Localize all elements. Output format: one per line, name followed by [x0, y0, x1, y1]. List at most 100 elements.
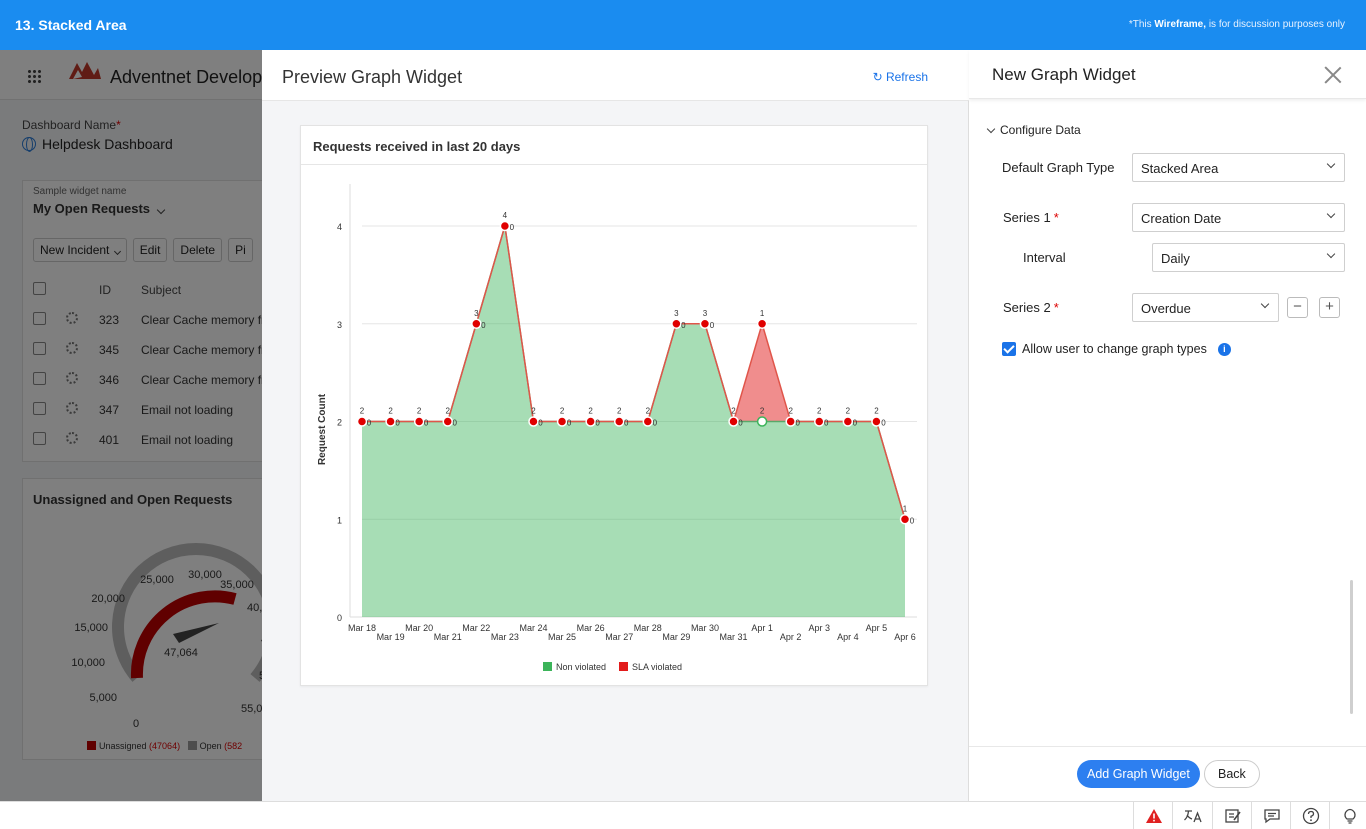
data-point-non-violated: [471, 318, 482, 329]
data-point-non-violated: [728, 416, 739, 427]
data-label: 1: [760, 309, 765, 318]
x-tick-label: Mar 31: [720, 632, 748, 642]
data-point-non-violated: [642, 416, 654, 427]
chat-icon[interactable]: [1251, 802, 1291, 829]
chevron-down-icon: [986, 124, 996, 133]
data-point-non-violated: [585, 416, 596, 427]
x-tick-label: Apr 3: [809, 623, 831, 633]
data-point-non-violated: [613, 416, 625, 427]
panel-header: New Graph Widget: [969, 50, 1366, 99]
x-tick-label: Mar 23: [491, 632, 519, 642]
data-point-non-violated: [556, 416, 568, 427]
x-tick-label: Mar 24: [519, 623, 547, 633]
add-graph-widget-button[interactable]: Add Graph Widget: [1077, 760, 1200, 788]
data-label: 0: [395, 419, 400, 428]
bulb-icon[interactable]: [1329, 802, 1366, 829]
data-point-non-violated: [528, 416, 539, 427]
legend-swatch: [543, 662, 552, 671]
back-button[interactable]: Back: [1204, 760, 1260, 788]
x-tick-label: Apr 2: [780, 632, 802, 642]
data-label: 0: [910, 516, 915, 525]
notes-icon[interactable]: [1212, 802, 1252, 829]
data-label: 4: [503, 211, 508, 220]
data-point-non-violated: [356, 416, 368, 427]
remove-series-button[interactable]: −: [1287, 297, 1308, 318]
data-label: 2: [874, 407, 879, 416]
x-tick-label: Mar 21: [434, 632, 462, 642]
x-tick-label: Apr 1: [751, 623, 773, 633]
chart-title: Requests received in last 20 days: [313, 139, 521, 154]
panel-title: New Graph Widget: [992, 65, 1136, 84]
interval-select[interactable]: Daily: [1152, 243, 1345, 272]
graph-type-label: Default Graph Type: [1002, 160, 1115, 175]
data-label: 0: [424, 419, 429, 428]
graph-type-select[interactable]: Stacked Area: [1132, 153, 1345, 182]
close-icon[interactable]: [1324, 66, 1342, 84]
data-label: 2: [760, 407, 765, 416]
chevron-down-icon: [1326, 249, 1336, 259]
legend-swatch: [619, 662, 628, 671]
allow-change-checkbox[interactable]: [1002, 342, 1016, 356]
data-point-non-violated: [756, 416, 768, 427]
configure-data-toggle[interactable]: Configure Data: [986, 123, 1081, 137]
top-bar: 13. Stacked Area *This Wireframe, is for…: [0, 0, 1366, 50]
y-tick-label: 2: [337, 418, 342, 428]
data-point-non-violated: [385, 416, 396, 427]
data-label: 0: [567, 419, 572, 428]
allow-change-graph-types[interactable]: Allow user to change graph types i: [1002, 342, 1231, 356]
data-label: 3: [474, 309, 479, 318]
data-label: 0: [453, 419, 458, 428]
x-tick-label: Mar 22: [462, 623, 490, 633]
x-tick-label: Mar 28: [634, 623, 662, 633]
data-label: 2: [360, 407, 365, 416]
data-label: 2: [617, 407, 622, 416]
panel-scrollbar[interactable]: [1350, 580, 1353, 714]
x-tick-label: Mar 25: [548, 632, 576, 642]
refresh-button[interactable]: ↻ Refresh: [872, 70, 928, 84]
x-tick-label: Apr 5: [866, 623, 888, 633]
data-label: 2: [788, 407, 793, 416]
data-label: 0: [710, 321, 715, 330]
help-icon[interactable]: [1290, 802, 1330, 829]
data-point-sla-violated: [756, 318, 768, 329]
data-label: 0: [881, 419, 886, 428]
data-label: 2: [646, 407, 651, 416]
data-label: 3: [674, 309, 679, 318]
preview-title: Preview Graph Widget: [282, 67, 463, 87]
data-point-non-violated: [442, 416, 453, 427]
refresh-icon: ↻: [872, 70, 883, 84]
data-label: 1: [903, 504, 908, 513]
x-tick-label: Apr 4: [837, 632, 859, 642]
preview-header: Preview Graph Widget ↻ Refresh: [262, 50, 969, 101]
warning-icon[interactable]: [1133, 802, 1173, 829]
info-icon[interactable]: i: [1217, 342, 1231, 356]
data-label: 0: [681, 321, 686, 330]
x-tick-label: Mar 27: [605, 632, 633, 642]
x-tick-label: Mar 26: [577, 623, 605, 633]
chevron-down-icon: [1260, 299, 1270, 309]
data-label: 0: [795, 419, 800, 428]
data-label: 0: [595, 419, 600, 428]
legend-label: Non violated: [556, 662, 606, 672]
y-axis-title: Request Count: [317, 393, 328, 465]
bottom-toolbar: [0, 801, 1366, 829]
y-tick-label: 1: [337, 515, 342, 525]
chevron-down-icon: [1326, 209, 1336, 219]
data-label: 2: [388, 407, 393, 416]
add-series-button[interactable]: +: [1319, 297, 1340, 318]
preview-pane: Preview Graph Widget ↻ Refresh Requests …: [262, 50, 969, 801]
data-label: 0: [481, 321, 486, 330]
data-label: 2: [531, 407, 536, 416]
translate-icon[interactable]: [1172, 802, 1212, 829]
data-label: 0: [510, 223, 515, 232]
panel-footer: Add Graph Widget Back: [969, 746, 1366, 801]
data-point-non-violated: [699, 318, 711, 329]
modal-overlay[interactable]: [0, 50, 262, 801]
series2-select[interactable]: Overdue: [1132, 293, 1279, 322]
data-label: 2: [846, 407, 851, 416]
x-tick-label: Mar 30: [691, 623, 719, 633]
data-point-non-violated: [413, 416, 425, 427]
chevron-down-icon: [1326, 159, 1336, 169]
series1-select[interactable]: Creation Date: [1132, 203, 1345, 232]
